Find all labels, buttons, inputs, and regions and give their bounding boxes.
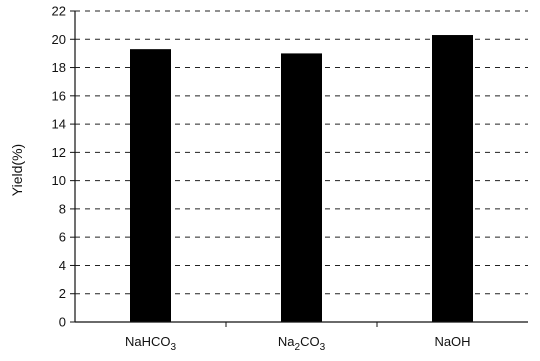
bar: [432, 35, 473, 322]
y-tick-labels: 0 2 4 6 8 10 12 14 16 18 20 22: [52, 4, 66, 330]
bar: [281, 53, 322, 323]
y-tick-label: 10: [52, 173, 66, 188]
y-tick-label: 4: [59, 258, 66, 273]
bars: [130, 35, 473, 323]
y-tick-label: 12: [52, 145, 66, 160]
y-tick-label: 20: [52, 32, 66, 47]
x-tick-label: Na2CO3: [278, 334, 326, 353]
bar: [130, 49, 171, 322]
axes: [70, 10, 528, 327]
x-tick-labels: NaHCO3 Na2CO3 NaOH: [125, 334, 471, 353]
y-tick-label: 18: [52, 60, 66, 75]
y-tick-label: 22: [52, 4, 66, 19]
y-tick-label: 8: [59, 201, 66, 216]
y-tick-label: 6: [59, 230, 66, 245]
y-tick-label: 2: [59, 286, 66, 301]
y-tick-label: 14: [52, 117, 66, 132]
y-tick-label: 16: [52, 88, 66, 103]
y-axis-title: Yield(%): [9, 144, 25, 196]
x-tick-label: NaOH: [434, 334, 470, 349]
y-tick-label: 0: [59, 315, 66, 330]
x-tick-label: NaHCO3: [125, 334, 177, 353]
